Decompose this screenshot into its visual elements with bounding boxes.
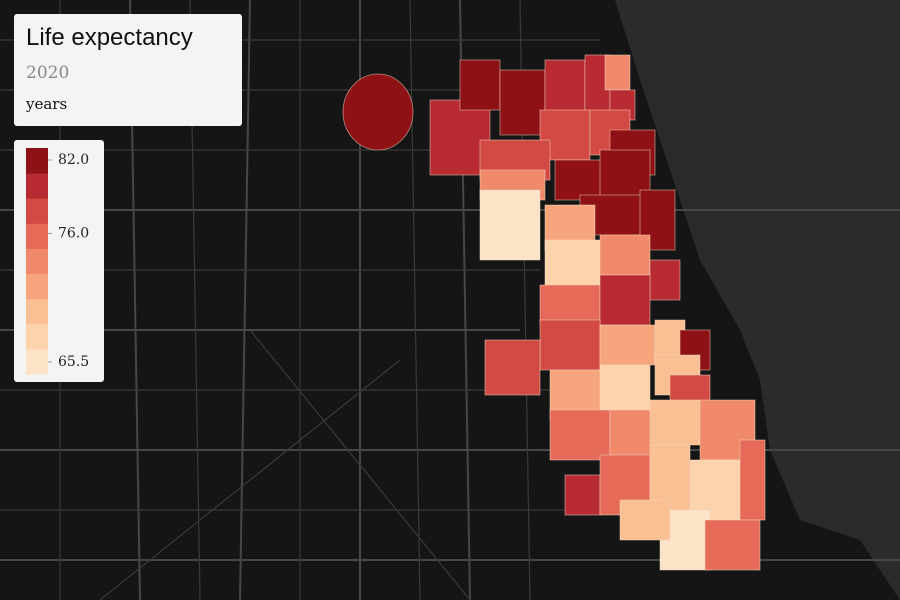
region (649, 399, 701, 446)
subtitle: 2020 (26, 63, 69, 83)
legend-swatch (26, 323, 48, 350)
region (619, 499, 671, 541)
region (549, 409, 611, 461)
legend: 82.0 76.0 65.5 (26, 148, 89, 375)
legend-tick-label: 65.5 (58, 354, 89, 370)
region (342, 73, 414, 151)
region (539, 284, 601, 326)
unit: years (25, 95, 67, 113)
title-box (14, 14, 242, 126)
legend-tick-label: 82.0 (58, 152, 89, 168)
region (554, 159, 606, 201)
legend-tick-label: 76.0 (58, 225, 89, 241)
region (544, 239, 601, 291)
region (689, 459, 746, 521)
legend-swatch (26, 348, 48, 375)
region (599, 234, 651, 276)
region (604, 54, 631, 91)
legend-swatch (26, 173, 48, 199)
legend-swatch (26, 148, 48, 174)
region (499, 69, 546, 136)
region (459, 59, 501, 111)
region (704, 519, 761, 571)
region (609, 409, 656, 461)
region (484, 339, 541, 396)
legend-swatch (26, 273, 48, 300)
region (479, 189, 541, 261)
legend-swatch (26, 248, 48, 275)
region (564, 474, 601, 516)
legend-swatch (26, 298, 48, 325)
region (649, 259, 681, 301)
title: Life expectancy (26, 24, 193, 51)
legend-swatch (26, 223, 48, 249)
regions (342, 54, 766, 571)
region (599, 274, 651, 326)
region (599, 324, 656, 366)
region (739, 439, 766, 521)
region (539, 319, 601, 371)
legend-swatch (26, 198, 48, 224)
region (599, 364, 651, 416)
